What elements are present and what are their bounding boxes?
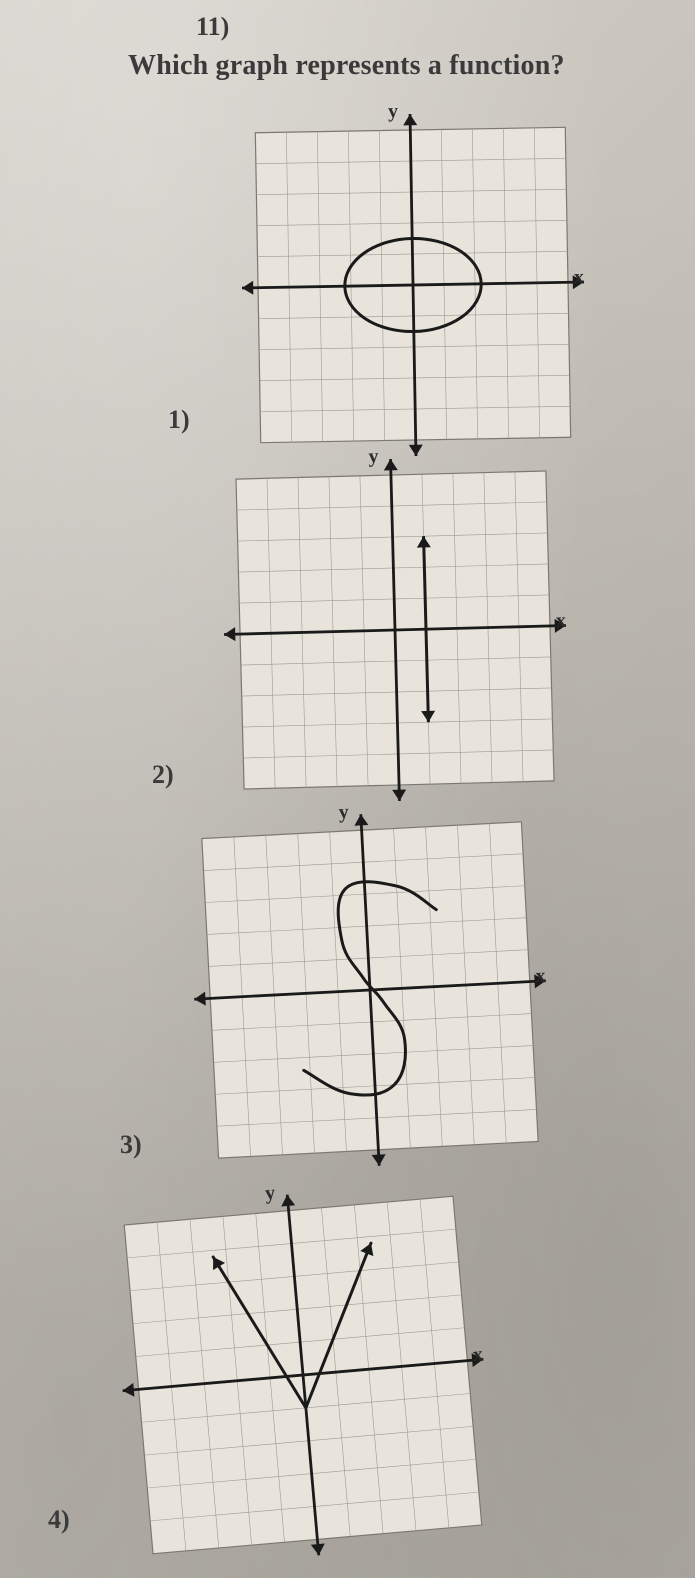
question-number: 11): [196, 12, 229, 42]
coordinate-plane: [92, 1164, 515, 1578]
option-2-label: 2): [152, 760, 174, 790]
x-axis-label: x: [472, 1343, 484, 1367]
worksheet-page: 11) Which graph represents a function? y…: [0, 0, 695, 1578]
option-1-label: 1): [168, 405, 190, 435]
question-prompt: Which graph represents a function?: [128, 50, 565, 82]
option-3-label: 3): [120, 1130, 142, 1160]
y-axis-label: y: [388, 100, 398, 123]
coordinate-plane: [225, 97, 601, 473]
chart-option-4: yx: [92, 1164, 515, 1578]
x-axis-label: x: [574, 266, 584, 289]
y-axis-label: y: [264, 1182, 276, 1206]
coordinate-plane: [170, 790, 569, 1189]
y-axis-label: y: [368, 445, 379, 468]
option-4-label: 4): [48, 1505, 70, 1535]
chart-option-2: yx: [205, 440, 585, 820]
y-axis-label: y: [338, 801, 349, 824]
chart-option-3: yx: [170, 790, 569, 1189]
chart-option-1: yx: [225, 97, 601, 473]
x-axis-label: x: [556, 610, 567, 633]
x-axis-label: x: [535, 965, 546, 988]
coordinate-plane: [205, 440, 585, 820]
